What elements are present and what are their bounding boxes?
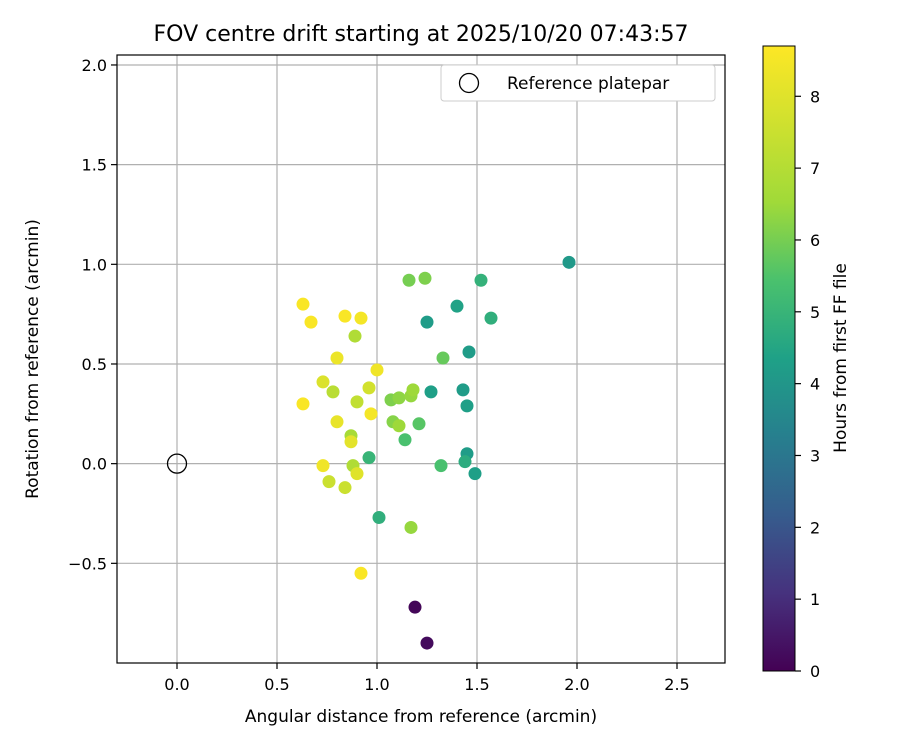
data-point bbox=[326, 385, 340, 399]
data-point bbox=[402, 273, 416, 287]
data-point bbox=[344, 435, 358, 449]
x-tick-label: 2.5 bbox=[664, 675, 689, 694]
data-point bbox=[362, 381, 376, 395]
colorbar-tick-label: 8 bbox=[810, 87, 820, 106]
legend: Reference platepar bbox=[440, 64, 716, 102]
data-point bbox=[372, 510, 386, 524]
data-point bbox=[316, 375, 330, 389]
legend-box bbox=[440, 64, 716, 102]
colorbar: 0 1 2 3 4 5 6 7 8 Hours from first FF file bbox=[762, 45, 851, 681]
plot-frame bbox=[116, 54, 726, 664]
data-point bbox=[354, 311, 368, 325]
y-axis-ticks: −0.5 0.0 0.5 1.0 1.5 2.0 bbox=[68, 56, 117, 573]
colorbar-label: Hours from first FF file bbox=[831, 263, 851, 453]
data-point bbox=[462, 345, 476, 359]
legend-marker-icon bbox=[458, 72, 480, 94]
data-point bbox=[562, 255, 576, 269]
x-tick-label: 0.0 bbox=[164, 675, 189, 694]
data-point bbox=[362, 451, 376, 465]
chart-title: FOV centre drift starting at 2025/10/20 … bbox=[154, 22, 689, 47]
data-point bbox=[392, 419, 406, 433]
data-point bbox=[296, 297, 310, 311]
colorbar-gradient bbox=[762, 45, 796, 672]
colorbar-tick-label: 6 bbox=[810, 231, 820, 250]
x-tick-label: 1.0 bbox=[364, 675, 389, 694]
data-point bbox=[392, 391, 406, 405]
colorbar-tick-label: 1 bbox=[810, 590, 820, 609]
data-point bbox=[350, 395, 364, 409]
colorbar-tick-label: 2 bbox=[810, 518, 820, 537]
colorbar-tick-label: 0 bbox=[810, 662, 820, 681]
y-axis-label: Rotation from reference (arcmin) bbox=[23, 219, 43, 499]
grid-lines bbox=[117, 55, 725, 663]
data-point bbox=[316, 459, 330, 473]
colorbar-tick-label: 4 bbox=[810, 375, 820, 394]
data-points bbox=[166, 255, 576, 650]
data-point bbox=[468, 467, 482, 481]
data-point bbox=[398, 433, 412, 447]
data-point bbox=[456, 383, 470, 397]
data-point bbox=[458, 455, 472, 469]
x-axis-ticks: 0.0 0.5 1.0 1.5 2.0 2.5 bbox=[164, 663, 690, 694]
x-tick-label: 0.5 bbox=[264, 675, 289, 694]
legend-label: Reference platepar bbox=[507, 74, 669, 94]
data-point bbox=[406, 383, 420, 397]
data-point bbox=[436, 351, 450, 365]
x-tick-label: 2.0 bbox=[564, 675, 589, 694]
data-point bbox=[450, 299, 464, 313]
x-tick-label: 1.5 bbox=[464, 675, 489, 694]
y-tick-label: 1.5 bbox=[82, 156, 107, 175]
data-point bbox=[350, 467, 364, 481]
data-point bbox=[338, 309, 352, 323]
data-point bbox=[296, 397, 310, 411]
colorbar-tick-label: 5 bbox=[810, 303, 820, 322]
data-point bbox=[404, 520, 418, 534]
data-point bbox=[408, 600, 422, 614]
data-point bbox=[370, 363, 384, 377]
data-point bbox=[484, 311, 498, 325]
data-point bbox=[418, 271, 432, 285]
data-point bbox=[424, 385, 438, 399]
data-point bbox=[420, 636, 434, 650]
y-tick-label: 1.0 bbox=[82, 255, 107, 274]
data-point bbox=[354, 566, 368, 580]
data-point bbox=[460, 399, 474, 413]
y-tick-label: 2.0 bbox=[82, 56, 107, 75]
data-point bbox=[322, 475, 336, 489]
colorbar-tick-label: 7 bbox=[810, 159, 820, 178]
data-point bbox=[330, 415, 344, 429]
data-point bbox=[304, 315, 318, 329]
data-point bbox=[434, 459, 448, 473]
data-point bbox=[420, 315, 434, 329]
y-tick-label: −0.5 bbox=[68, 554, 107, 573]
reference-point-marker bbox=[166, 453, 188, 474]
colorbar-tick-label: 3 bbox=[810, 446, 820, 465]
colorbar-ticks: 0 1 2 3 4 5 6 7 8 bbox=[795, 87, 820, 681]
data-point bbox=[330, 351, 344, 365]
data-point bbox=[348, 329, 362, 343]
data-point bbox=[338, 481, 352, 495]
y-tick-label: 0.5 bbox=[82, 355, 107, 374]
data-point bbox=[364, 407, 378, 421]
data-point bbox=[412, 417, 426, 431]
x-axis-label: Angular distance from reference (arcmin) bbox=[245, 707, 597, 727]
data-point bbox=[474, 273, 488, 287]
y-tick-label: 0.0 bbox=[82, 455, 107, 474]
